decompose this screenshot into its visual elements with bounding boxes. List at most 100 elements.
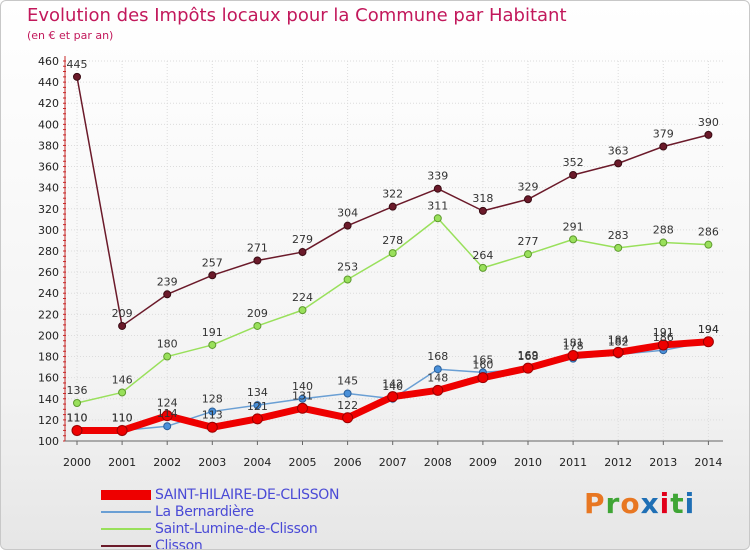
legend-label: Saint-Lumine-de-Clisson bbox=[155, 521, 318, 537]
data-label-la-bernardi-re: 182 bbox=[608, 335, 629, 348]
data-point-saint-hilaire-de-clisson bbox=[342, 412, 354, 424]
data-point-saint-lumine-de-clisson bbox=[659, 238, 668, 247]
data-point-clisson bbox=[298, 248, 307, 257]
legend-swatch bbox=[101, 528, 151, 530]
y-tick-label: 240 bbox=[38, 287, 59, 300]
legend-swatch bbox=[101, 511, 151, 513]
data-point-clisson bbox=[524, 195, 532, 204]
data-label-la-bernardi-re: 114 bbox=[157, 407, 178, 420]
logo-letter: r bbox=[605, 487, 621, 520]
x-tick-label: 2013 bbox=[649, 456, 677, 469]
data-point-saint-hilaire-de-clisson bbox=[522, 362, 534, 374]
data-label-saint-lumine-de-clisson: 253 bbox=[337, 261, 358, 274]
data-point-saint-lumine-de-clisson bbox=[478, 263, 487, 272]
data-label-saint-lumine-de-clisson: 311 bbox=[427, 199, 448, 212]
data-point-saint-hilaire-de-clisson bbox=[71, 424, 83, 436]
y-tick-label: 340 bbox=[38, 182, 59, 195]
data-point-saint-hilaire-de-clisson bbox=[206, 421, 218, 433]
data-point-clisson bbox=[659, 142, 668, 151]
logo-letter: i bbox=[659, 487, 671, 520]
data-label-saint-lumine-de-clisson: 146 bbox=[112, 373, 133, 386]
data-label-la-bernardi-re: 140 bbox=[382, 380, 403, 393]
data-label-clisson: 318 bbox=[472, 192, 493, 205]
x-tick-label: 2004 bbox=[243, 456, 271, 469]
data-label-saint-lumine-de-clisson: 136 bbox=[67, 384, 88, 397]
x-tick-label: 2002 bbox=[153, 456, 181, 469]
data-label-clisson: 239 bbox=[157, 275, 178, 288]
data-point-saint-lumine-de-clisson bbox=[343, 275, 352, 284]
data-label-saint-hilaire-de-clisson: 194 bbox=[698, 323, 719, 336]
x-tick-label: 2001 bbox=[108, 456, 136, 469]
data-point-clisson bbox=[253, 256, 262, 265]
data-label-saint-hilaire-de-clisson: 169 bbox=[518, 349, 539, 362]
data-label-saint-lumine-de-clisson: 286 bbox=[698, 226, 719, 239]
data-point-saint-hilaire-de-clisson bbox=[116, 424, 128, 436]
data-label-saint-lumine-de-clisson: 291 bbox=[563, 220, 584, 233]
data-point-saint-lumine-de-clisson bbox=[704, 240, 713, 249]
y-tick-label: 100 bbox=[38, 435, 59, 448]
data-label-saint-lumine-de-clisson: 224 bbox=[292, 291, 313, 304]
data-point-saint-lumine-de-clisson bbox=[118, 388, 127, 397]
x-tick-label: 2003 bbox=[198, 456, 226, 469]
data-point-clisson bbox=[388, 202, 397, 211]
y-tick-label: 120 bbox=[38, 414, 59, 427]
y-tick-label: 420 bbox=[38, 97, 59, 110]
series-layer bbox=[71, 72, 714, 436]
data-point-saint-lumine-de-clisson bbox=[163, 352, 172, 361]
data-label-la-bernardi-re: 128 bbox=[202, 392, 223, 405]
data-point-la-bernardi-re bbox=[253, 401, 262, 410]
data-label-saint-hilaire-de-clisson: 131 bbox=[292, 389, 313, 402]
y-tick-label: 380 bbox=[38, 139, 59, 152]
logo-letter: i bbox=[684, 487, 696, 520]
data-label-la-bernardi-re: 168 bbox=[427, 350, 448, 363]
data-point-la-bernardi-re bbox=[433, 365, 442, 374]
data-point-saint-hilaire-de-clisson bbox=[657, 339, 669, 351]
data-label-la-bernardi-re: 145 bbox=[337, 375, 358, 388]
proxiti-logo: Proxiti bbox=[584, 487, 695, 520]
x-axis-ticks: 2000 2001 2002 2003 2004 2005 2006 2007 2008 2009… bbox=[63, 456, 722, 469]
data-point-saint-hilaire-de-clisson bbox=[387, 391, 399, 403]
y-tick-label: 180 bbox=[38, 351, 59, 364]
axes bbox=[63, 56, 723, 445]
data-point-clisson bbox=[163, 290, 172, 299]
data-label-la-bernardi-re: 140 bbox=[292, 380, 313, 393]
data-label-clisson: 279 bbox=[292, 233, 313, 246]
data-label-saint-hilaire-de-clisson: 110 bbox=[112, 411, 133, 424]
y-axis-ticks: 100 120 140 160 180 200 220 240 260 280 300 320 340 3… bbox=[38, 55, 59, 448]
data-point-saint-lumine-de-clisson bbox=[73, 399, 81, 407]
data-point-saint-hilaire-de-clisson bbox=[702, 336, 714, 348]
data-labels: 445 209 239 257 271 279 304 322 339 318 329 352 363 3… bbox=[67, 58, 719, 425]
y-tick-label: 400 bbox=[38, 118, 59, 131]
data-label-la-bernardi-re: 186 bbox=[653, 331, 674, 344]
data-point-saint-hilaire-de-clisson bbox=[251, 413, 263, 425]
y-tick-label: 460 bbox=[38, 55, 59, 68]
legend-label: SAINT-HILAIRE-DE-CLISSON bbox=[155, 487, 340, 503]
x-tick-label: 2010 bbox=[514, 456, 542, 469]
data-point-clisson bbox=[433, 184, 442, 193]
data-label-clisson: 271 bbox=[247, 242, 268, 255]
data-point-la-bernardi-re bbox=[343, 389, 352, 398]
data-point-clisson bbox=[569, 171, 578, 179]
data-point-saint-hilaire-de-clisson bbox=[161, 410, 173, 422]
y-tick-label: 200 bbox=[38, 329, 59, 342]
data-label-la-bernardi-re: 178 bbox=[563, 340, 584, 353]
data-label-la-bernardi-re: 194 bbox=[698, 323, 719, 336]
data-point-saint-lumine-de-clisson bbox=[569, 235, 578, 244]
data-label-saint-lumine-de-clisson: 278 bbox=[382, 234, 403, 247]
data-point-clisson bbox=[343, 221, 352, 230]
data-point-saint-lumine-de-clisson bbox=[433, 214, 442, 223]
data-point-la-bernardi-re bbox=[163, 422, 172, 431]
data-point-saint-lumine-de-clisson bbox=[614, 243, 623, 252]
data-label-saint-lumine-de-clisson: 288 bbox=[653, 224, 674, 237]
data-label-saint-hilaire-de-clisson: 160 bbox=[472, 359, 493, 372]
x-tick-label: 2006 bbox=[334, 456, 362, 469]
data-point-la-bernardi-re bbox=[298, 394, 307, 403]
data-label-clisson: 322 bbox=[382, 188, 403, 201]
x-tick-label: 2009 bbox=[469, 456, 497, 469]
data-point-saint-hilaire-de-clisson bbox=[432, 384, 444, 396]
x-tick-label: 2007 bbox=[379, 456, 407, 469]
data-point-saint-lumine-de-clisson bbox=[524, 250, 532, 259]
x-tick-label: 2011 bbox=[559, 456, 587, 469]
